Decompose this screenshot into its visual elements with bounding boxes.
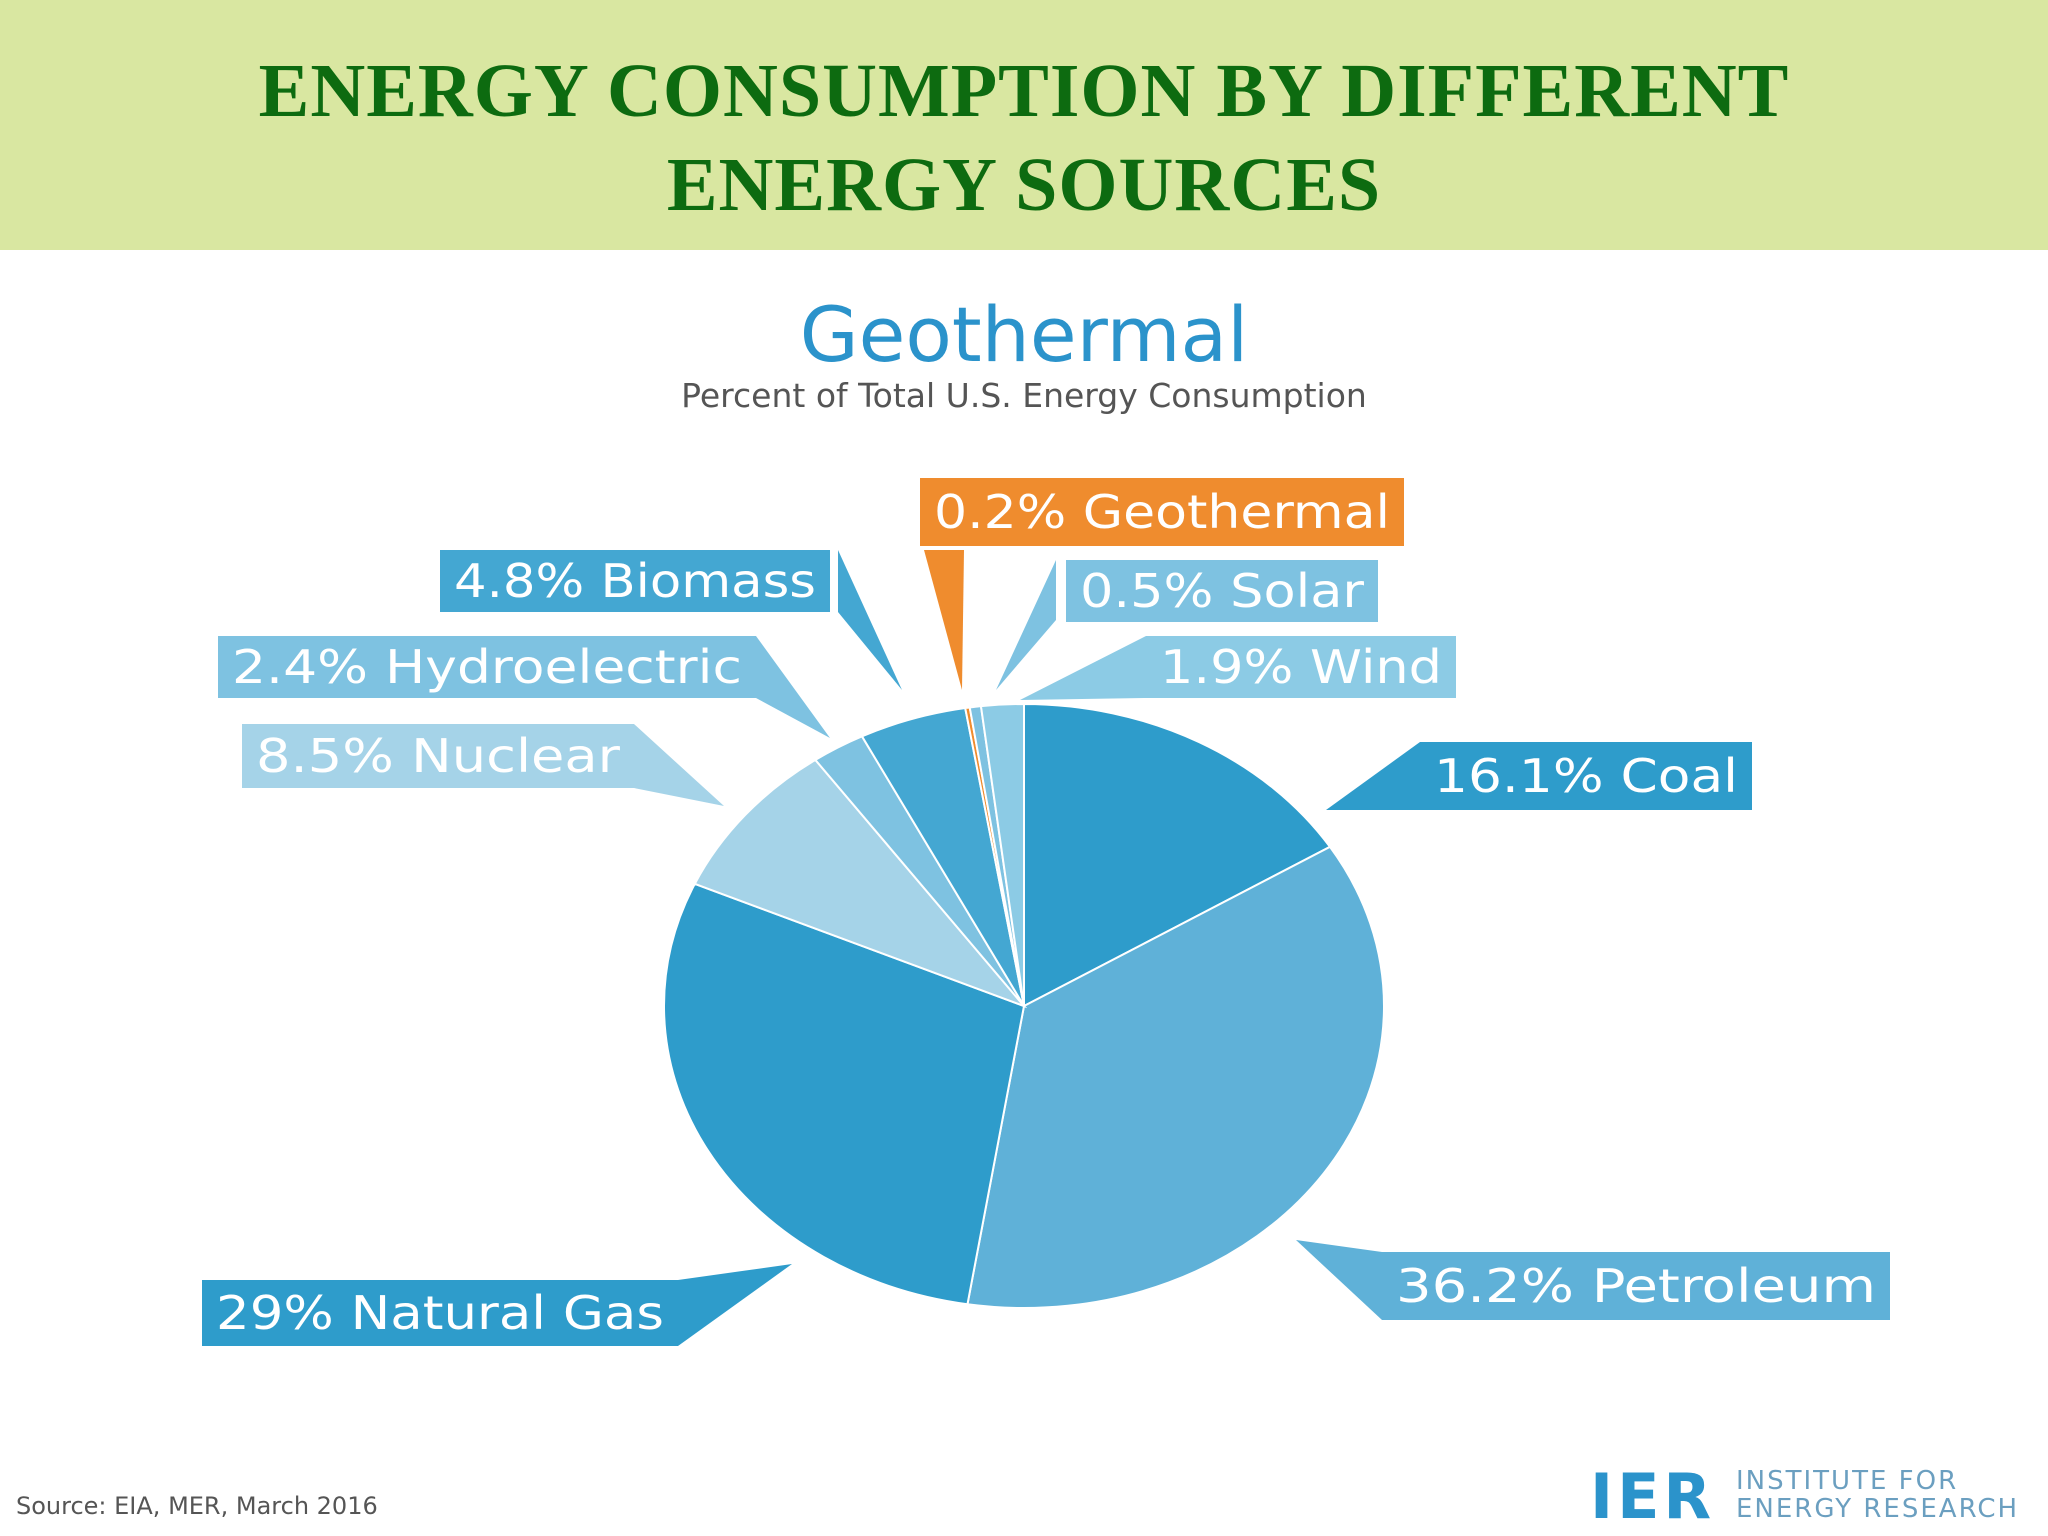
slice-label-8: 1.9% Wind (1160, 640, 1442, 694)
label-box-4 (218, 636, 756, 698)
label-pointer-8 (1020, 636, 1146, 700)
logo-text-line2: ENERGY RESEARCH (1736, 1494, 2020, 1524)
label-pointer-1 (1296, 1240, 1382, 1320)
label-box-3 (242, 724, 634, 788)
chart-title: Geothermal (799, 290, 1249, 379)
slice-label-5: 4.8% Biomass (454, 554, 816, 608)
slice-label-7: 0.5% Solar (1080, 564, 1364, 618)
slice-label-1: 36.2% Petroleum (1396, 1259, 1876, 1313)
label-box-8 (1146, 636, 1456, 698)
pie-slice-8 (979, 702, 1025, 1007)
label-box-2 (202, 1280, 678, 1346)
label-box-6 (920, 478, 1404, 546)
slide-title-line2: ENERGY SOURCES (666, 143, 1382, 227)
pie-slices (663, 702, 1385, 1309)
slice-label-2: 29% Natural Gas (216, 1286, 664, 1340)
label-pointer-7 (996, 560, 1056, 690)
pie-slice-2 (663, 882, 1026, 1306)
pie-slice-1 (966, 845, 1385, 1309)
slice-label-6: 0.2% Geothermal (934, 485, 1390, 539)
label-pointer-3 (634, 724, 724, 806)
label-box-1 (1382, 1252, 1890, 1320)
pie-slice-0 (1023, 702, 1332, 1008)
label-pointer-0 (1326, 742, 1420, 810)
label-pointer-4 (756, 636, 830, 738)
title-banner: ENERGY CONSUMPTION BY DIFFERENT ENERGY S… (0, 0, 2048, 250)
label-pointer-6 (924, 550, 964, 690)
slice-label-3: 8.5% Nuclear (256, 729, 620, 783)
slice-label-0: 16.1% Coal (1434, 749, 1738, 803)
label-pointer-2 (678, 1264, 792, 1346)
slice-label-4: 2.4% Hydroelectric (232, 640, 742, 694)
logo-text-line1: INSTITUTE FOR (1736, 1466, 1959, 1496)
pie-slice-3 (693, 758, 1028, 1009)
ier-logo: IER INSTITUTE FOR ENERGY RESEARCH (1590, 1460, 2030, 1533)
slide-title-line1: ENERGY CONSUMPTION BY DIFFERENT (258, 49, 1790, 133)
slide-title: ENERGY CONSUMPTION BY DIFFERENT ENERGY S… (0, 44, 2048, 232)
label-pointer-5 (838, 550, 902, 690)
label-box-7 (1066, 560, 1378, 622)
source-note: Source: EIA, MER, March 2016 (16, 1492, 378, 1520)
label-box-0 (1420, 742, 1752, 810)
label-box-5 (440, 550, 830, 612)
chart-subtitle: Percent of Total U.S. Energy Consumption (681, 376, 1367, 415)
logo-mark: IER (1590, 1460, 1716, 1533)
pie-labels: 16.1% Coal 36.2% Petroleum 29% Natural Gas… (202, 478, 1890, 1346)
